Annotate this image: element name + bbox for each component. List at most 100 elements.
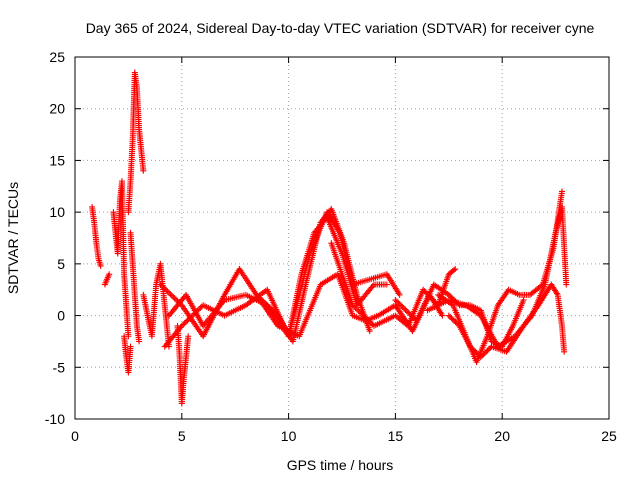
data-point	[185, 333, 192, 340]
data-point	[561, 348, 568, 355]
series-early-burst-c	[110, 178, 132, 340]
data-point	[408, 312, 415, 319]
data-point	[477, 353, 484, 360]
data-point	[559, 188, 566, 195]
x-tick-label: 5	[178, 428, 186, 444]
data-point	[197, 304, 204, 311]
data-point	[406, 310, 413, 317]
y-tick-label: 5	[57, 256, 65, 272]
data-point	[402, 306, 409, 313]
data-point	[167, 291, 174, 298]
data-point	[431, 297, 438, 304]
data-point	[183, 318, 190, 325]
tick-layer: 0 5 10 15 20 25 -10 -5 0 5 10 15 20 25	[45, 49, 617, 444]
data-point	[163, 287, 170, 294]
data-point	[399, 303, 406, 310]
data-point	[106, 271, 113, 278]
data-point	[398, 302, 405, 309]
data-point	[170, 293, 177, 300]
y-tick-label: -5	[53, 359, 66, 375]
x-tick-label: 25	[601, 428, 617, 444]
series-track-9	[424, 203, 570, 350]
data-point	[469, 346, 476, 353]
data-point	[422, 289, 429, 296]
data-point	[361, 313, 368, 320]
y-tick-label: 0	[57, 308, 65, 324]
data-point	[452, 266, 459, 273]
data-point	[420, 286, 427, 293]
x-tick-label: 0	[71, 428, 79, 444]
data-point	[392, 297, 399, 304]
x-axis-label: GPS time / hours	[287, 457, 394, 473]
data-point	[359, 311, 366, 318]
data-point	[178, 322, 185, 329]
y-tick-label: 20	[49, 101, 65, 117]
data-point	[165, 289, 172, 296]
data-point	[158, 282, 165, 289]
data-point	[136, 338, 143, 345]
y-axis-label: SDTVAR / TECUs	[5, 182, 21, 294]
series-tail-a	[140, 260, 172, 350]
data-point	[451, 317, 458, 324]
data-point	[452, 319, 459, 326]
data-point	[409, 313, 416, 320]
data-point	[403, 308, 410, 315]
data-point	[475, 351, 482, 358]
data-point	[366, 328, 373, 335]
data-point	[445, 291, 452, 298]
data-point	[432, 299, 439, 306]
data-point	[453, 320, 460, 327]
data-point	[448, 315, 455, 322]
data-point	[164, 288, 171, 295]
data-point	[405, 309, 412, 316]
series-early-burst-d	[121, 333, 134, 376]
series-spike-tail	[127, 229, 143, 345]
series-layer	[89, 69, 570, 407]
data-point	[160, 284, 167, 291]
data-point	[395, 299, 402, 306]
data-point	[485, 346, 492, 353]
x-tick-label: 15	[388, 428, 404, 444]
data-point	[127, 343, 134, 350]
data-point	[468, 344, 475, 351]
data-point	[479, 352, 486, 359]
data-point	[480, 351, 487, 358]
x-tick-label: 10	[281, 428, 297, 444]
data-point	[421, 288, 428, 295]
data-point	[140, 167, 147, 174]
data-point	[396, 291, 403, 298]
series-early-burst-a	[89, 203, 104, 269]
data-point	[445, 312, 452, 319]
series-trough-5	[174, 322, 192, 407]
data-point	[449, 316, 456, 323]
data-point	[184, 317, 191, 324]
data-point	[180, 321, 187, 328]
data-point	[487, 344, 494, 351]
data-point	[171, 295, 178, 302]
data-point	[181, 320, 188, 327]
data-point	[520, 297, 527, 304]
data-point	[393, 298, 400, 305]
data-point	[185, 316, 192, 323]
data-point	[157, 281, 164, 288]
data-point	[447, 293, 454, 300]
data-point	[439, 312, 446, 319]
series-track-5	[328, 240, 459, 329]
data-point	[362, 314, 369, 321]
y-tick-label: -10	[45, 411, 65, 427]
y-tick-label: 15	[49, 152, 65, 168]
data-point	[353, 306, 360, 313]
data-point	[173, 296, 180, 303]
data-point	[400, 305, 407, 312]
data-point	[349, 302, 356, 309]
series-early-burst-b	[101, 271, 113, 288]
data-point	[429, 296, 436, 303]
data-point	[471, 347, 478, 354]
data-point	[352, 304, 359, 311]
data-point	[356, 309, 363, 316]
data-point	[368, 320, 375, 327]
data-point	[161, 285, 168, 292]
data-point	[97, 262, 104, 269]
plot-frame	[74, 56, 610, 420]
